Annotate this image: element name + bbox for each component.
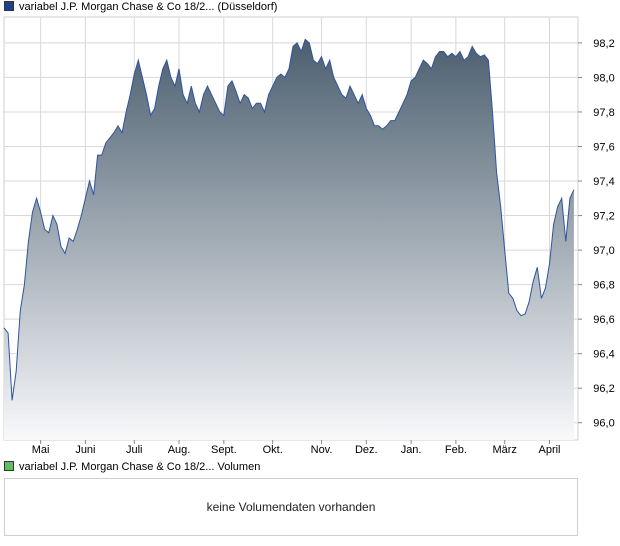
x-tick-label: Juni: [75, 444, 95, 456]
price-legend-swatch: [4, 1, 14, 11]
y-tick-label: 96,6: [593, 314, 614, 326]
price-chart: 96,0 96,2 96,4 96,6 96,8 97,0 97,2 97,4 97,6 97,8…: [3, 16, 615, 456]
x-tick-label: Feb.: [445, 444, 467, 456]
x-tick-label: Mai: [32, 444, 50, 456]
y-tick-label: 97,2: [593, 211, 614, 223]
price-legend: variabel J.P. Morgan Chase & Co 18/2... …: [4, 0, 277, 14]
x-tick-label: Okt.: [263, 444, 283, 456]
x-tick-label: Sept.: [211, 444, 237, 456]
volume-panel: keine Volumendaten vorhanden: [4, 478, 578, 536]
volume-legend-label: variabel J.P. Morgan Chase & Co 18/2... …: [19, 461, 261, 473]
x-tick-label: Aug.: [168, 444, 191, 456]
y-tick-label: 97,8: [593, 107, 614, 119]
y-tick-label: 96,2: [593, 383, 614, 395]
x-axis-ticks: Mai Juni Juli Aug. Sept. Okt. Nov. Dez. Jan. Feb.…: [32, 440, 561, 456]
price-area: [4, 39, 574, 441]
y-tick-label: 97,6: [593, 141, 614, 153]
y-tick-label: 98,2: [593, 38, 614, 50]
y-tick-label: 96,0: [593, 418, 614, 430]
x-tick-label: Juli: [126, 444, 143, 456]
x-tick-label: März: [492, 444, 516, 456]
y-tick-label: 97,0: [593, 245, 614, 257]
x-tick-label: Dez.: [355, 444, 378, 456]
volume-legend-swatch: [4, 461, 14, 471]
x-tick-label: Nov.: [311, 444, 333, 456]
price-legend-label: variabel J.P. Morgan Chase & Co 18/2... …: [19, 1, 278, 13]
y-axis-ticks: 96,0 96,2 96,4 96,6 96,8 97,0 97,2 97,4 97,6 97,8…: [578, 38, 615, 430]
x-tick-label: April: [538, 444, 560, 456]
volume-legend: variabel J.P. Morgan Chase & Co 18/2... …: [4, 460, 260, 474]
volume-empty-message: keine Volumendaten vorhanden: [206, 500, 376, 514]
y-tick-label: 97,4: [593, 176, 614, 188]
x-tick-label: Jan.: [401, 444, 422, 456]
y-tick-label: 96,4: [593, 349, 614, 361]
price-line: [3, 38, 575, 401]
y-tick-label: 98,0: [593, 72, 614, 84]
y-tick-label: 96,8: [593, 280, 614, 292]
